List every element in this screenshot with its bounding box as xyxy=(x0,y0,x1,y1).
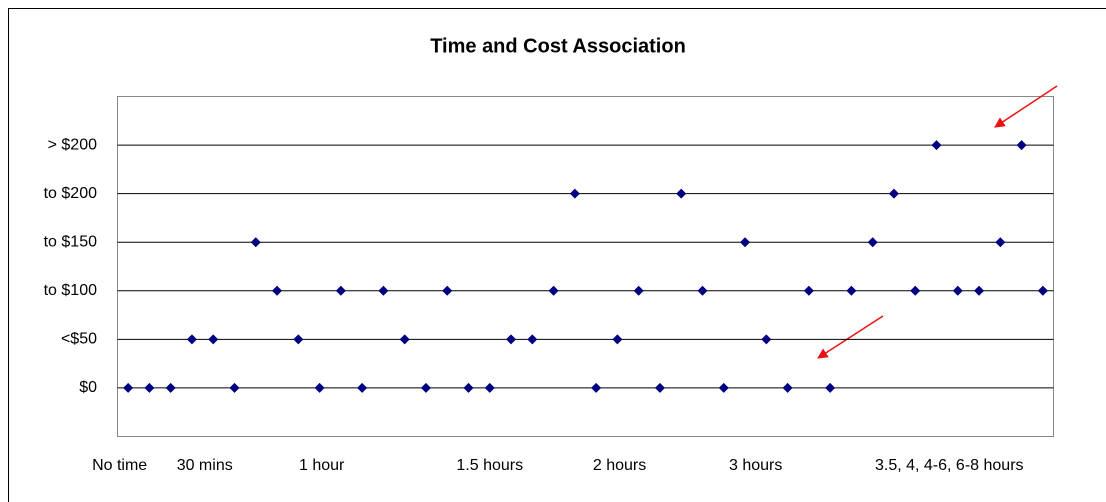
point xyxy=(208,334,219,345)
point xyxy=(1037,285,1048,296)
point xyxy=(165,382,176,393)
point xyxy=(654,382,665,393)
point xyxy=(974,285,985,296)
y-tick-label: $0 xyxy=(79,379,97,396)
point xyxy=(697,285,708,296)
point xyxy=(952,285,963,296)
x-tick-label: 3 hours xyxy=(729,457,782,474)
point xyxy=(740,237,751,248)
point xyxy=(314,382,325,393)
point xyxy=(888,188,899,199)
point xyxy=(527,334,538,345)
point xyxy=(506,334,517,345)
point xyxy=(676,188,687,199)
point xyxy=(250,237,261,248)
point xyxy=(761,334,772,345)
point xyxy=(484,382,495,393)
point xyxy=(357,382,368,393)
arrow xyxy=(994,85,1058,128)
y-tick-label: to $200 xyxy=(44,185,97,202)
point xyxy=(463,382,474,393)
x-tick-label: 30 mins xyxy=(177,457,233,474)
point xyxy=(931,140,942,151)
x-tick-label: 1.5 hours xyxy=(456,457,523,474)
x-tick-label: 3.5, 4, 4-6, 6-8 hours xyxy=(875,457,1024,474)
point xyxy=(910,285,921,296)
y-tick-label: to $150 xyxy=(44,233,97,250)
point xyxy=(1016,140,1027,151)
point xyxy=(186,334,197,345)
y-tick-label: to $100 xyxy=(44,282,97,299)
point xyxy=(591,382,602,393)
point xyxy=(846,285,857,296)
point xyxy=(442,285,453,296)
chart-title: Time and Cost Association xyxy=(430,35,686,57)
point xyxy=(612,334,623,345)
point xyxy=(378,285,389,296)
point xyxy=(633,285,644,296)
point xyxy=(420,382,431,393)
y-tick-label: <$50 xyxy=(61,331,97,348)
point xyxy=(867,237,878,248)
point xyxy=(803,285,814,296)
point xyxy=(123,382,134,393)
point xyxy=(272,285,283,296)
point xyxy=(293,334,304,345)
point xyxy=(825,382,836,393)
x-tick-label: 1 hour xyxy=(299,457,345,474)
point xyxy=(782,382,793,393)
plot-area xyxy=(117,96,1054,437)
point xyxy=(399,334,410,345)
point xyxy=(335,285,346,296)
chart-frame xyxy=(8,8,1106,502)
point xyxy=(569,188,580,199)
x-tick-label: No time xyxy=(92,457,147,474)
arrow xyxy=(817,315,884,359)
point xyxy=(229,382,240,393)
point xyxy=(718,382,729,393)
point xyxy=(995,237,1006,248)
y-tick-label: > $200 xyxy=(48,136,97,153)
point xyxy=(548,285,559,296)
point xyxy=(144,382,155,393)
x-tick-label: 2 hours xyxy=(593,457,646,474)
